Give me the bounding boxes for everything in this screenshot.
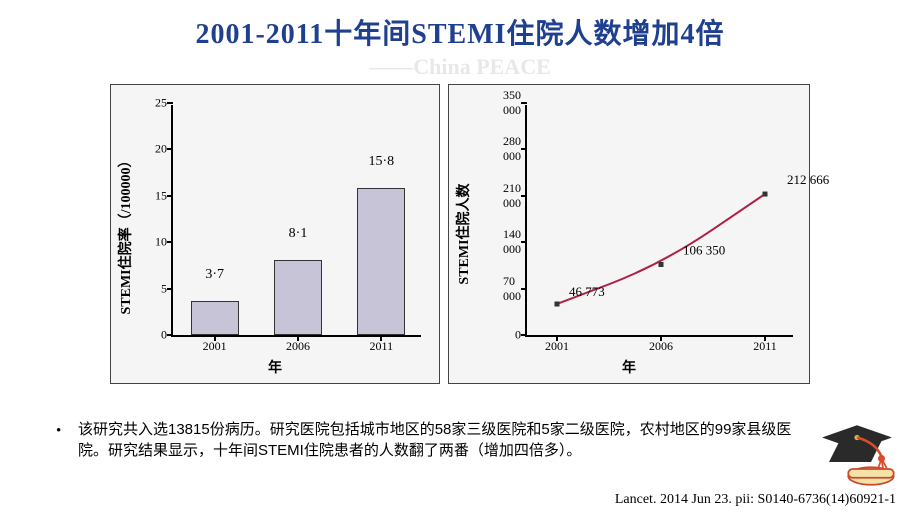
line-xtick-label: 2006: [649, 339, 673, 354]
footer-bullet: •: [56, 423, 61, 440]
line-x-axis-label: 年: [622, 357, 636, 377]
bar-xtick-label: 2001: [203, 339, 227, 354]
bar: [357, 188, 405, 335]
line-xtick-label: 2011: [753, 339, 777, 354]
bar-xtick-label: 2006: [286, 339, 310, 354]
charts-row: STEMI住院率（/100000） 年 051015202520013·7200…: [0, 84, 920, 384]
bar-x-axis-label: 年: [268, 357, 282, 377]
line-value-label: 106 350: [683, 243, 725, 258]
line-value-label: 212 666: [787, 172, 830, 187]
line-plot-svg: 46 773106 350212 666: [527, 103, 795, 335]
footer-text: 该研究共入选13815份病历。研究医院包括城市地区的58家三级医院和5家二级医院…: [78, 419, 800, 463]
line-y-axis-label: STEMI住院人数: [453, 183, 473, 284]
bar: [191, 301, 239, 335]
bar-xtick-label: 2011: [370, 339, 394, 354]
line-xtick-label: 2001: [545, 339, 569, 354]
bar-plot-area: 051015202520013·720068·1201115·8: [171, 105, 421, 337]
title-block: 2001-2011十年间STEMI住院人数增加4倍 ——China PEACE: [0, 0, 920, 80]
graduation-cap-icon: [812, 420, 902, 490]
sub-title: ——China PEACE: [0, 54, 920, 80]
bar-value-label: 15·8: [368, 154, 394, 170]
citation-text: Lancet. 2014 Jun 23. pii: S0140-6736(14)…: [615, 492, 896, 508]
main-title: 2001-2011十年间STEMI住院人数增加4倍: [0, 12, 920, 52]
bar-chart-panel: STEMI住院率（/100000） 年 051015202520013·7200…: [110, 84, 440, 384]
bar: [274, 260, 322, 335]
line-plot-area: 070 000140 000210 000280 000350 00020012…: [525, 105, 793, 337]
line-chart-panel: STEMI住院人数 年 070 000140 000210 000280 000…: [448, 84, 810, 384]
bar-value-label: 8·1: [289, 226, 308, 242]
bar-y-axis-label: STEMI住院率（/100000）: [115, 153, 135, 314]
line-value-label: 46 773: [569, 284, 605, 299]
bar-value-label: 3·7: [205, 267, 224, 283]
